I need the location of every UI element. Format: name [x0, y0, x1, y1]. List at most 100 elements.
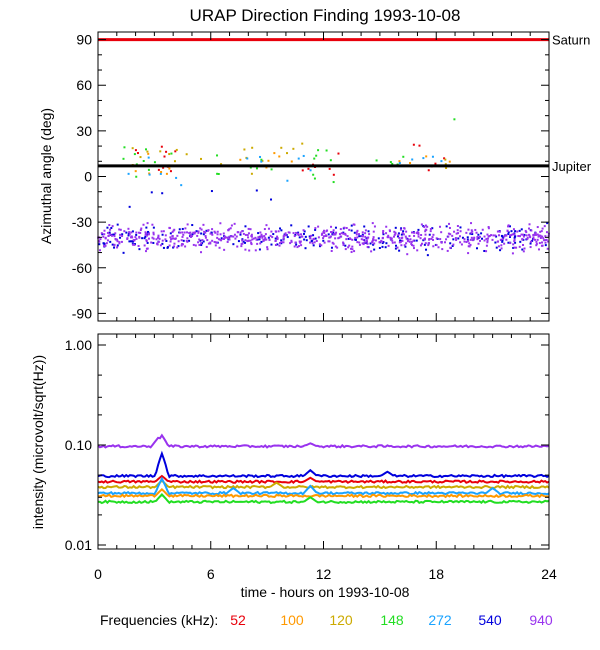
azimuth-point	[179, 231, 182, 234]
azimuth-point	[487, 227, 490, 230]
azimuth-point	[159, 172, 162, 175]
azimuth-point	[219, 222, 222, 225]
azimuth-point	[507, 224, 510, 227]
azimuth-point	[372, 239, 375, 242]
azimuth-point	[270, 230, 273, 233]
azimuth-point	[264, 233, 267, 236]
azimuth-point	[181, 227, 184, 230]
azimuth-point	[300, 244, 303, 247]
azimuth-point	[537, 248, 540, 251]
azimuth-point	[200, 157, 203, 160]
azimuth-point	[470, 236, 473, 239]
azimuth-point	[519, 240, 522, 243]
azimuth-point	[219, 233, 222, 236]
azimuth-point	[242, 232, 245, 235]
azimuth-point	[184, 227, 187, 230]
azimuth-point	[500, 247, 503, 250]
azimuth-point	[278, 241, 281, 244]
azimuth-point	[219, 238, 222, 241]
azimuth-point	[371, 241, 374, 244]
azimuth-point	[400, 244, 403, 247]
azimuth-point	[303, 238, 306, 241]
azimuth-point	[249, 166, 252, 169]
azimuth-point	[233, 233, 236, 236]
azimuth-point	[424, 233, 427, 236]
azimuth-point	[258, 238, 261, 241]
azimuth-point	[103, 245, 106, 248]
azimuth-point	[420, 223, 423, 226]
azimuth-point	[328, 236, 331, 239]
azimuth-point	[207, 229, 210, 232]
azimuth-point	[209, 241, 212, 244]
azimuth-point	[512, 243, 515, 246]
azimuth-point	[171, 230, 174, 233]
azimuth-point	[292, 147, 295, 150]
azimuth-point	[400, 227, 403, 230]
azimuth-point	[237, 231, 240, 234]
azimuth-point	[280, 242, 283, 245]
azimuth-point	[330, 225, 333, 228]
azimuth-point	[487, 235, 490, 238]
azimuth-point	[444, 163, 447, 166]
azimuth-point	[388, 229, 391, 232]
azimuth-point	[222, 237, 225, 240]
azimuth-point	[162, 166, 165, 169]
azimuth-point	[486, 237, 489, 240]
azimuth-point	[218, 246, 221, 249]
azimuth-ytick-label: 30	[76, 123, 92, 139]
azimuth-point	[396, 246, 399, 249]
azimuth-point	[477, 242, 480, 245]
azimuth-point	[137, 244, 140, 247]
azimuth-point	[200, 232, 203, 235]
azimuth-point	[118, 228, 121, 231]
azimuth-point	[181, 235, 184, 238]
azimuth-point	[173, 242, 176, 245]
azimuth-point	[312, 234, 315, 237]
azimuth-point	[385, 242, 388, 245]
azimuth-point	[278, 155, 281, 158]
azimuth-point	[377, 237, 380, 240]
azimuth-point	[339, 228, 342, 231]
azimuth-point	[260, 235, 263, 238]
azimuth-point	[409, 238, 412, 241]
azimuth-point	[346, 235, 349, 238]
azimuth-point	[534, 238, 537, 241]
azimuth-point	[242, 240, 245, 243]
azimuth-point	[314, 227, 317, 230]
azimuth-point	[391, 162, 394, 165]
azimuth-point	[344, 248, 347, 251]
azimuth-point	[387, 244, 390, 247]
azimuth-point	[344, 244, 347, 247]
azimuth-point	[144, 235, 147, 238]
azimuth-point	[505, 234, 508, 237]
azimuth-point	[106, 239, 109, 242]
legend-entry-272: 272	[428, 612, 452, 628]
azimuth-point	[180, 239, 183, 242]
azimuth-point	[147, 168, 150, 171]
azimuth-point	[401, 239, 404, 242]
azimuth-point	[284, 234, 287, 237]
azimuth-point	[263, 238, 266, 241]
azimuth-point	[162, 246, 165, 249]
azimuth-point	[529, 242, 532, 245]
azimuth-point	[342, 231, 345, 234]
azimuth-plot-frame	[97, 31, 550, 322]
azimuth-point	[470, 222, 473, 225]
azimuth-point	[350, 229, 353, 232]
azimuth-point	[222, 232, 225, 235]
azimuth-point	[401, 231, 404, 234]
azimuth-series-540	[98, 189, 549, 257]
azimuth-point	[317, 225, 320, 228]
azimuth-point	[252, 237, 255, 240]
azimuth-point	[216, 230, 219, 233]
azimuth-point	[321, 232, 324, 235]
azimuth-point	[411, 244, 414, 247]
azimuth-point	[257, 232, 260, 235]
azimuth-point	[263, 228, 266, 231]
azimuth-point	[540, 230, 543, 233]
azimuth-point	[260, 158, 263, 161]
azimuth-point	[180, 244, 183, 247]
azimuth-point	[356, 241, 359, 244]
azimuth-point	[329, 159, 332, 162]
azimuth-point	[118, 242, 121, 245]
